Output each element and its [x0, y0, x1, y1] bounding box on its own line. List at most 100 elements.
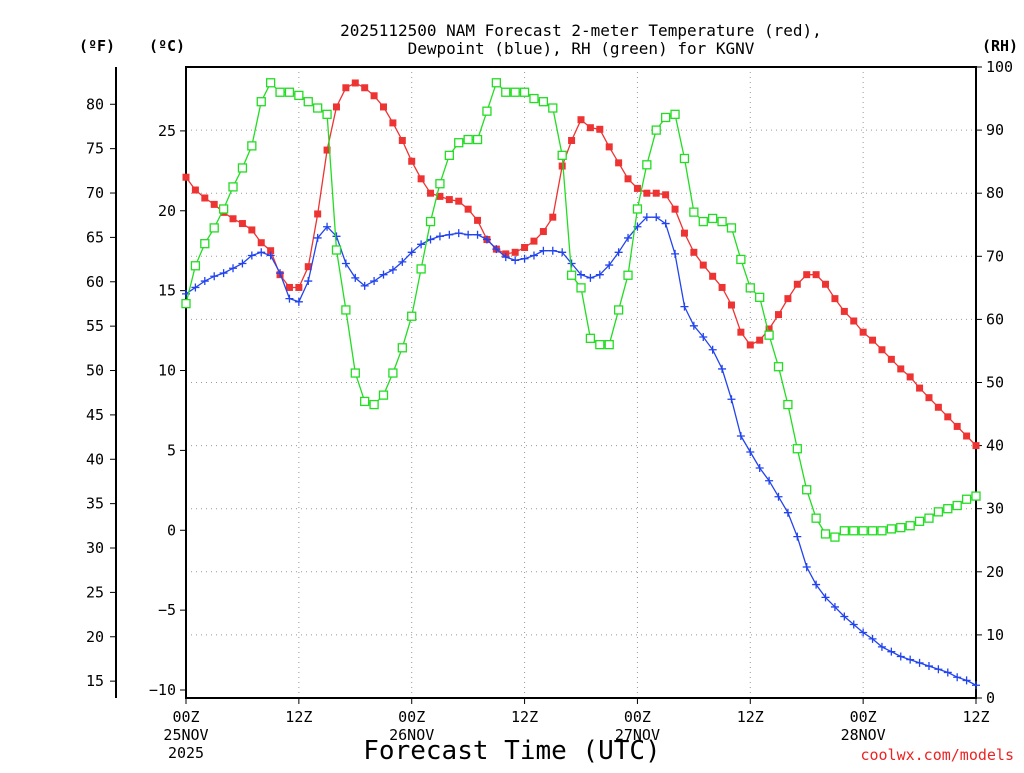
celsius-unit-label: (ºC) — [149, 37, 185, 55]
temperature-point — [436, 192, 444, 200]
dewpoint-series — [182, 213, 980, 690]
rh-tick-label: 100 — [986, 58, 1013, 76]
temperature-point — [737, 328, 745, 336]
rh-point — [783, 399, 793, 410]
dewpoint-point — [482, 235, 491, 244]
rh-point — [360, 396, 370, 407]
dewpoint-point — [755, 463, 764, 472]
rh-point — [660, 112, 671, 123]
rh-point — [708, 213, 718, 224]
rh-point — [858, 526, 868, 536]
dewpoint-point — [567, 259, 576, 268]
rh-point — [924, 513, 934, 523]
rh-point — [218, 204, 229, 214]
x-tick-label: 12Z — [737, 708, 764, 726]
rh-point — [331, 245, 342, 255]
temperature-point — [963, 432, 971, 440]
dewpoint-point — [595, 270, 604, 279]
temperature-point — [803, 271, 811, 279]
rh-point — [717, 216, 727, 227]
rh-point — [322, 109, 332, 119]
dewpoint-point — [266, 251, 275, 260]
temperature-point — [850, 317, 858, 325]
rh-point — [294, 90, 304, 101]
temperature-point — [370, 92, 378, 100]
rh-point — [256, 97, 266, 107]
rh-point — [698, 216, 708, 227]
temperature-point — [417, 175, 425, 183]
rh-tick-label: 30 — [986, 500, 1004, 518]
rh-point — [501, 87, 511, 97]
fahrenheit-tick-label: 50 — [86, 362, 104, 380]
dewpoint-point — [614, 248, 623, 257]
x-tick-label: 12Z — [285, 708, 312, 726]
temperature-point — [944, 413, 952, 421]
dewpoint-point — [868, 634, 877, 643]
dewpoint-point — [323, 222, 332, 231]
dewpoint-point — [276, 269, 285, 278]
dewpoint-point — [887, 647, 896, 656]
x-tick-label: 12Z — [962, 708, 989, 726]
fahrenheit-tick-label: 35 — [86, 495, 104, 513]
rh-point — [303, 97, 313, 107]
temperature-point — [248, 226, 256, 234]
temperature-point — [549, 213, 557, 221]
rh-point — [181, 298, 191, 309]
temperature-point — [746, 341, 754, 349]
dewpoint-point — [727, 395, 736, 404]
temperature-point — [464, 205, 472, 213]
dewpoint-point — [783, 508, 792, 517]
dewpoint-point — [924, 662, 933, 671]
dewpoint-point — [313, 233, 322, 242]
rh-point — [350, 368, 360, 378]
rh-point — [454, 138, 464, 148]
dewpoint-point — [793, 532, 802, 541]
rh-point — [388, 368, 398, 378]
dewpoint-point — [624, 233, 633, 242]
dewpoint-point — [605, 261, 614, 270]
temperature-point — [690, 248, 698, 256]
dewpoint-point — [896, 652, 905, 661]
rh-point — [905, 521, 915, 531]
rh-point — [538, 97, 549, 107]
temperature-point — [238, 220, 246, 228]
rh-tick-label: 50 — [986, 374, 1004, 392]
rh-point — [510, 87, 520, 97]
rh-point — [943, 504, 953, 514]
temperature-point — [793, 280, 801, 288]
fahrenheit-unit-label: (ºF) — [79, 37, 115, 55]
dewpoint-point — [642, 213, 651, 222]
dewpoint-point — [746, 447, 755, 456]
temperature-point — [332, 103, 340, 111]
rh-point — [773, 362, 784, 372]
dewpoint-point — [765, 476, 774, 485]
dewpoint-point — [511, 256, 520, 265]
temperature-point — [596, 125, 604, 133]
temperature-point — [831, 295, 839, 303]
temperature-point — [389, 119, 397, 127]
fahrenheit-tick-label: 30 — [86, 539, 104, 557]
rh-point — [632, 204, 643, 214]
temperature-point — [671, 205, 679, 213]
rh-series — [181, 78, 981, 542]
x-tick-label: 00Z — [398, 708, 425, 726]
grid-lines — [186, 67, 976, 698]
rh-point — [933, 507, 944, 517]
fahrenheit-tick-label: 75 — [86, 140, 104, 158]
dewpoint-point — [379, 270, 388, 279]
x-tick-label: 2025 — [168, 744, 204, 762]
rh-point — [416, 264, 426, 274]
dewpoint-point — [445, 230, 454, 239]
temperature-point — [351, 79, 359, 87]
temperature-point — [859, 328, 867, 336]
temperature-point — [869, 336, 877, 344]
temperature-point — [285, 283, 293, 291]
rh-point — [265, 78, 276, 88]
series-group — [181, 78, 981, 690]
temperature-point — [474, 216, 482, 224]
temperature-point — [427, 189, 435, 197]
celsius-tick-label: 15 — [158, 282, 176, 300]
dewpoint-point — [388, 265, 397, 274]
dewpoint-point — [680, 302, 689, 311]
dewpoint-point — [736, 432, 745, 441]
